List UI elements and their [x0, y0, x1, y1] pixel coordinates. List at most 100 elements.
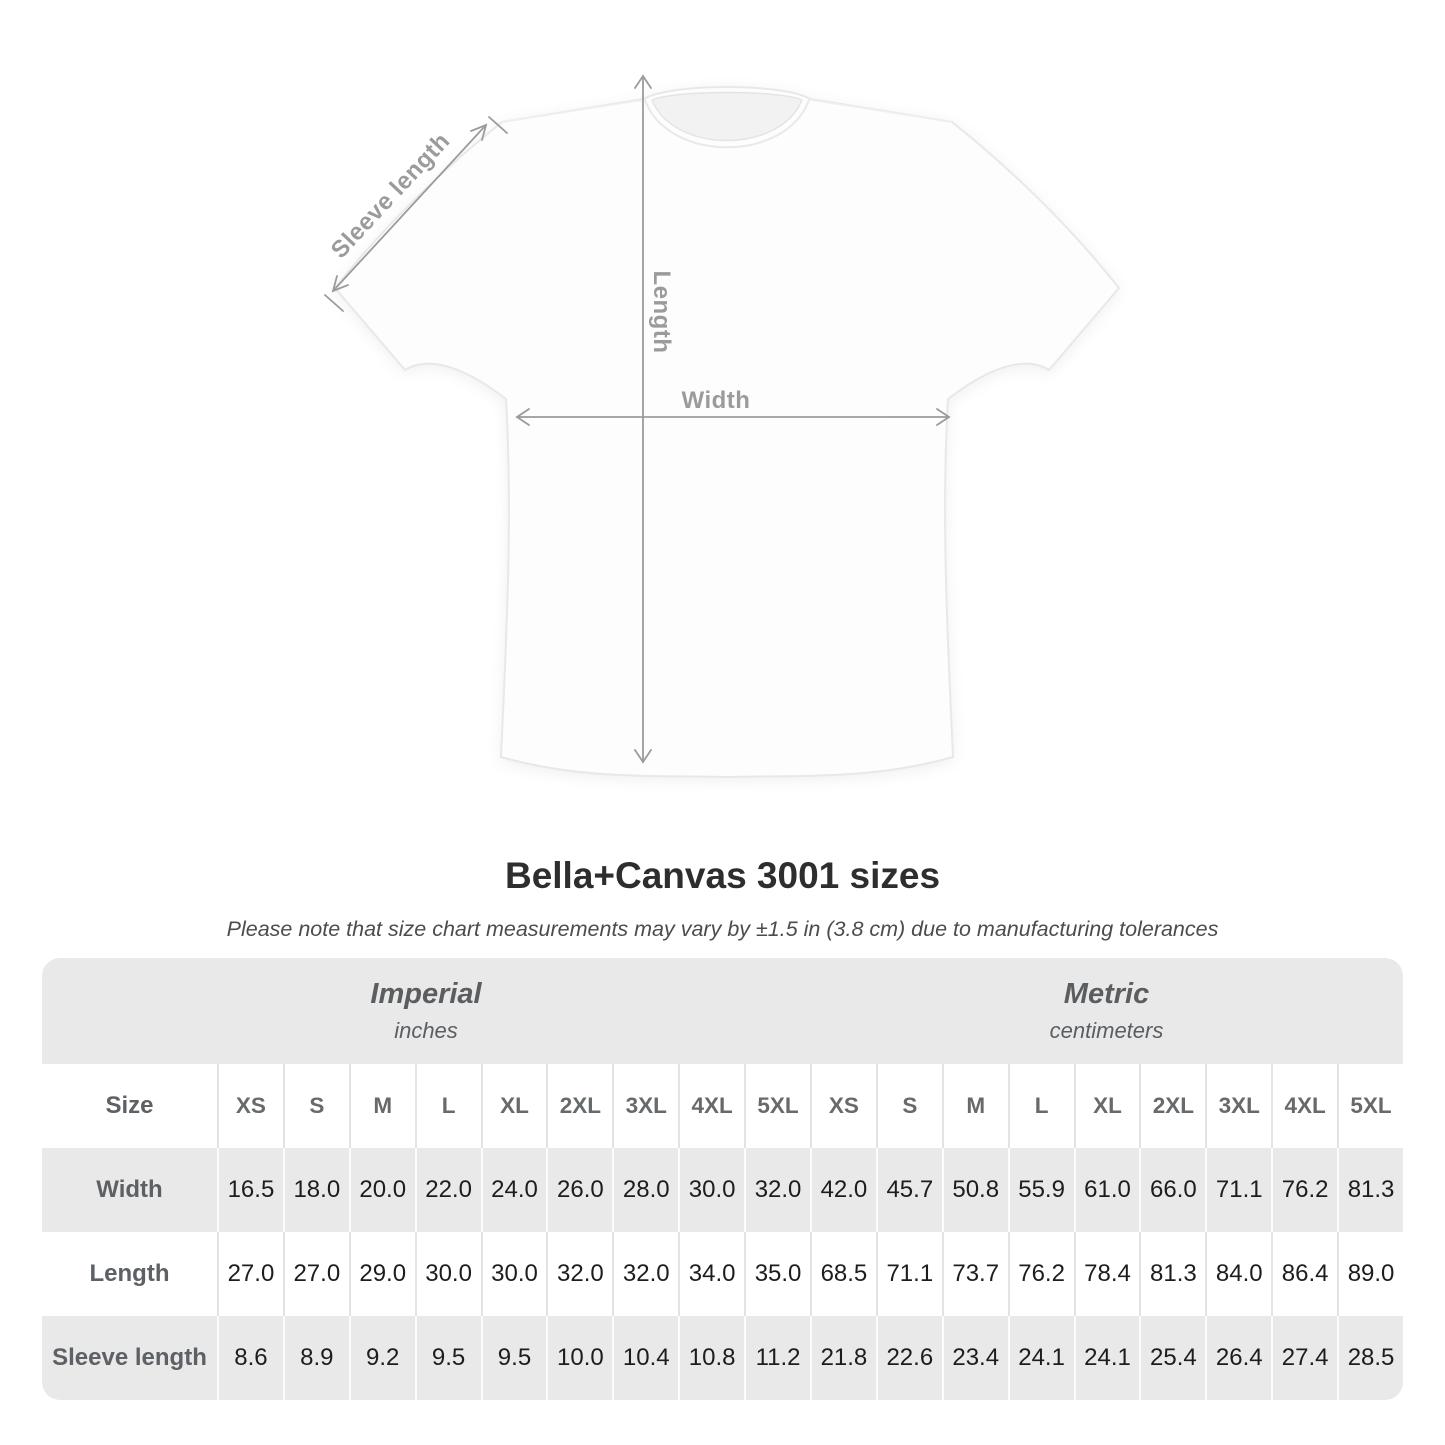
value-cell: 86.4: [1271, 1232, 1337, 1316]
value-cell: 24.1: [1007, 1316, 1074, 1400]
value-cell: 11.2: [744, 1316, 810, 1400]
value-cell: 76.2: [1007, 1232, 1074, 1316]
value-cell: 9.5: [480, 1316, 547, 1400]
value-cell: 45.7: [875, 1148, 942, 1232]
row-label-sleeve-length: Sleeve length: [52, 1344, 207, 1371]
tshirt-outline: [333, 86, 1121, 779]
value-cell: 9.2: [348, 1316, 415, 1400]
size-cell: 4XL: [678, 1064, 744, 1148]
tshirt-measurement-diagram: Sleeve length Length Width: [324, 74, 1121, 779]
size-cell: 3XL: [612, 1064, 678, 1148]
value-cell: 27.0: [282, 1232, 349, 1316]
value-cell: 35.0: [744, 1232, 810, 1316]
value-cell: 18.0: [282, 1148, 349, 1232]
value-cell: 10.4: [612, 1316, 678, 1400]
size-row: Size XS S M L XL 2XL 3XL 4XL 5XL XS S M …: [42, 1064, 1403, 1148]
value-cell: 81.3: [1139, 1232, 1205, 1316]
size-cell: 5XL: [744, 1064, 810, 1148]
value-cell: 30.0: [414, 1232, 481, 1316]
value-cell: 34.0: [678, 1232, 744, 1316]
value-cell: 8.9: [282, 1316, 349, 1400]
size-cell: 4XL: [1271, 1064, 1337, 1148]
value-cell: 42.0: [809, 1148, 876, 1232]
sleeve-length-row: Sleeve length 8.6 8.9 9.2 9.5 9.5 10.0 1…: [42, 1316, 1403, 1400]
size-cell: 5XL: [1337, 1064, 1403, 1148]
tshirt-illustration: [324, 74, 1121, 779]
value-cell: 22.6: [875, 1316, 942, 1400]
value-cell: 32.0: [546, 1232, 612, 1316]
value-cell: 28.0: [612, 1148, 678, 1232]
value-cell: 71.1: [875, 1232, 942, 1316]
value-cell: 32.0: [612, 1232, 678, 1316]
length-arrowhead-top: [634, 74, 652, 89]
value-cell: 21.8: [809, 1316, 876, 1400]
value-cell: 30.0: [678, 1148, 744, 1232]
value-cell: 81.3: [1337, 1148, 1403, 1232]
size-table: Imperial inches Metric centimeters Size …: [42, 958, 1403, 1400]
value-cell: 10.8: [678, 1316, 744, 1400]
value-cell: 24.0: [480, 1148, 547, 1232]
value-cell: 66.0: [1139, 1148, 1205, 1232]
value-cell: 55.9: [1007, 1148, 1074, 1232]
value-cell: 32.0: [744, 1148, 810, 1232]
right-shoulder-seam: [809, 99, 953, 123]
size-cell: L: [1007, 1064, 1074, 1148]
value-cell: 28.5: [1337, 1316, 1403, 1400]
size-cell: XS: [809, 1064, 876, 1148]
size-cell: S: [875, 1064, 942, 1148]
left-shoulder-seam: [501, 99, 645, 123]
value-cell: 61.0: [1073, 1148, 1140, 1232]
collar-band: [644, 99, 810, 149]
value-cell: 84.0: [1205, 1232, 1271, 1316]
collar-opening: [651, 91, 803, 142]
value-cell: 73.7: [941, 1232, 1008, 1316]
size-cell: XS: [217, 1064, 283, 1148]
size-cell: M: [941, 1064, 1008, 1148]
value-cell: 25.4: [1139, 1316, 1205, 1400]
row-label-width: Width: [96, 1176, 163, 1203]
value-cell: 27.4: [1271, 1316, 1337, 1400]
value-cell: 30.0: [480, 1232, 547, 1316]
width-row: Width 16.5 18.0 20.0 22.0 24.0 26.0 28.0…: [42, 1148, 1403, 1232]
sleeve-arrowhead-bottom: [331, 275, 349, 293]
metric-label: Metric: [1063, 978, 1150, 1010]
width-arrowhead-right: [936, 408, 951, 426]
imperial-header: Imperial inches: [42, 958, 810, 1064]
value-cell: 24.1: [1073, 1316, 1140, 1400]
length-arrowhead-bottom: [634, 749, 652, 764]
value-cell: 9.5: [414, 1316, 481, 1400]
value-cell: 20.0: [348, 1148, 415, 1232]
width-label: Width: [681, 387, 751, 414]
value-cell: 50.8: [941, 1148, 1008, 1232]
width-arrowhead-left: [515, 408, 530, 426]
sleeve-arrow: [332, 124, 487, 292]
tolerance-note: Please note that size chart measurements…: [226, 917, 1219, 941]
metric-unit: centimeters: [1049, 1018, 1164, 1043]
sleeve-arrowhead-top: [470, 123, 488, 141]
row-label-length: Length: [89, 1260, 170, 1287]
length-row: Length 27.0 27.0 29.0 30.0 30.0 32.0 32.…: [42, 1232, 1403, 1316]
size-cell: M: [348, 1064, 415, 1148]
value-cell: 22.0: [414, 1148, 481, 1232]
value-cell: 26.4: [1205, 1316, 1271, 1400]
value-cell: 26.0: [546, 1148, 612, 1232]
value-cell: 89.0: [1337, 1232, 1403, 1316]
row-label-size: Size: [105, 1092, 154, 1119]
value-cell: 71.1: [1205, 1148, 1271, 1232]
sleeve-dimension-tick-bottom: [324, 294, 344, 312]
value-cell: 10.0: [546, 1316, 612, 1400]
size-cell: 2XL: [1139, 1064, 1205, 1148]
imperial-label: Imperial: [370, 978, 482, 1010]
value-cell: 76.2: [1271, 1148, 1337, 1232]
value-cell: 23.4: [941, 1316, 1008, 1400]
value-cell: 78.4: [1073, 1232, 1140, 1316]
size-cell: L: [414, 1064, 481, 1148]
length-label: Length: [648, 270, 675, 354]
metric-header: Metric centimeters: [810, 958, 1403, 1064]
size-cell: 3XL: [1205, 1064, 1271, 1148]
unit-header-row: Imperial inches Metric centimeters: [42, 958, 1403, 1064]
value-cell: 27.0: [217, 1232, 283, 1316]
imperial-unit: inches: [394, 1018, 458, 1043]
page-title: Bella+Canvas 3001 sizes: [504, 855, 941, 896]
value-cell: 29.0: [348, 1232, 415, 1316]
